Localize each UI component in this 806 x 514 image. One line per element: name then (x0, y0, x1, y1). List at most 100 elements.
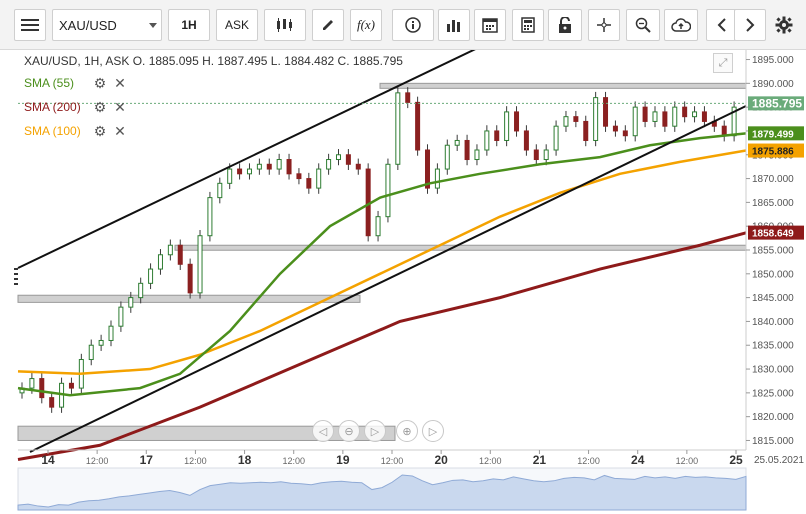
candle-body (157, 254, 163, 270)
candle-body (672, 106, 678, 127)
candle-body (326, 159, 332, 170)
scroll-left-icon[interactable]: ◁ (312, 420, 334, 442)
price-tick-label: 1815.000 (752, 436, 794, 447)
candle-body (256, 163, 262, 170)
candle-body (622, 130, 628, 137)
zoom-icon[interactable] (626, 9, 660, 41)
price-badge-label: 1858.649 (752, 229, 794, 240)
price-tick-label: 1870.000 (752, 174, 794, 185)
prev-icon[interactable] (706, 9, 738, 41)
candle-body (474, 149, 480, 161)
crosshair-icon[interactable] (588, 9, 620, 41)
reset-icon[interactable]: ▷ (422, 420, 444, 442)
candle-body (444, 144, 450, 170)
close-icon[interactable]: ✕ (114, 99, 126, 115)
close-icon[interactable]: ✕ (114, 123, 126, 139)
drag-handle[interactable] (14, 268, 18, 288)
candle-body (316, 168, 322, 189)
time-tick-label: 19 (336, 453, 350, 467)
gear-icon[interactable]: ⚙ (93, 99, 107, 115)
price-badge (748, 96, 804, 111)
candle-body (553, 125, 559, 151)
cloud-upload-icon[interactable] (664, 9, 698, 41)
candle-body (573, 116, 579, 122)
candle-body (425, 149, 431, 189)
candle-body (454, 139, 460, 146)
candle-body (68, 382, 74, 389)
next-icon[interactable] (734, 9, 766, 41)
price-tick-label: 1865.000 (752, 198, 794, 209)
indicator-label: SMA (55) (24, 76, 75, 90)
candle-body (227, 168, 233, 184)
candle-body (682, 106, 688, 118)
chart-area[interactable]: 1895.0001890.0001885.0001880.0001875.000… (0, 50, 806, 514)
candle-body (286, 159, 292, 175)
menu-icon[interactable] (14, 9, 46, 41)
calendar-icon[interactable] (474, 9, 506, 41)
time-tick-label: 12:00 (86, 456, 109, 466)
price-tick-label: 1830.000 (752, 365, 794, 376)
fx-icon[interactable]: f(x) (350, 9, 382, 41)
channel-upper-line (17, 50, 476, 269)
candle-body (583, 120, 589, 141)
gear-icon[interactable]: ⚙ (93, 75, 107, 91)
indicator-sma100: SMA (100) ⚙ ✕ (24, 122, 130, 140)
info-icon[interactable] (392, 9, 434, 41)
candle-body (701, 111, 707, 122)
candle-body (197, 235, 203, 294)
sr-zone (174, 244, 747, 251)
candle-body (692, 111, 698, 118)
candle-body (237, 168, 243, 175)
lock-icon[interactable] (548, 9, 582, 41)
gear-icon[interactable]: ⚙ (93, 123, 107, 139)
time-tick-label: 12:00 (184, 456, 207, 466)
candle-body (603, 97, 609, 127)
draw-pen-icon[interactable] (312, 9, 344, 41)
candle-body (39, 378, 45, 399)
chevron-down-icon (149, 23, 157, 28)
candle-body (148, 268, 154, 284)
candle-body (434, 168, 440, 189)
candle-body (217, 182, 223, 199)
candle-body (652, 111, 658, 122)
candle-body (98, 339, 104, 346)
time-tick-label: 14 (41, 453, 55, 467)
calculator-icon[interactable] (512, 9, 544, 41)
channel-lower-line (29, 105, 747, 453)
time-tick-label: 12:00 (676, 456, 699, 466)
price-badge (748, 143, 804, 158)
volume-icon[interactable] (438, 9, 470, 41)
candle-body (335, 154, 341, 161)
candle-style-icon[interactable] (264, 9, 306, 41)
zoom-in-icon[interactable]: ⊕ (396, 420, 418, 442)
price-badge (748, 126, 804, 141)
candle-body (118, 306, 124, 327)
candle-body (246, 168, 252, 175)
time-tick-label: 21 (533, 453, 547, 467)
fx-label: f(x) (356, 17, 376, 32)
close-icon[interactable]: ✕ (114, 75, 126, 91)
time-tick-label: 20 (434, 453, 448, 467)
price-tick-label: 1890.000 (752, 79, 794, 90)
candle-body (593, 97, 599, 141)
price-badge-label: 1875.886 (752, 147, 794, 158)
candle-body (504, 111, 510, 141)
timeframe-selector[interactable]: 1H (168, 9, 210, 41)
sma55-line (17, 132, 747, 397)
time-tick-label: 12:00 (282, 456, 305, 466)
expand-icon[interactable]: ⤢ (713, 53, 733, 73)
price-side-label: ASK (224, 18, 249, 32)
symbol-selector[interactable]: XAU/USD (52, 9, 162, 41)
indicator-sma55: SMA (55) ⚙ ✕ (24, 74, 130, 92)
candle-body (88, 344, 94, 361)
gear-icon[interactable] (768, 9, 800, 41)
scroll-right-icon[interactable]: ▷ (364, 420, 386, 442)
candle-body (385, 163, 391, 218)
time-tick-label: 12:00 (479, 456, 502, 466)
price-chart[interactable]: 1895.0001890.0001885.0001880.0001875.000… (0, 50, 806, 514)
price-side-selector[interactable]: ASK (216, 9, 258, 41)
candle-body (128, 297, 134, 308)
price-badge (748, 225, 804, 240)
candle-body (632, 106, 638, 137)
zoom-out-icon[interactable]: ⊖ (338, 420, 360, 442)
